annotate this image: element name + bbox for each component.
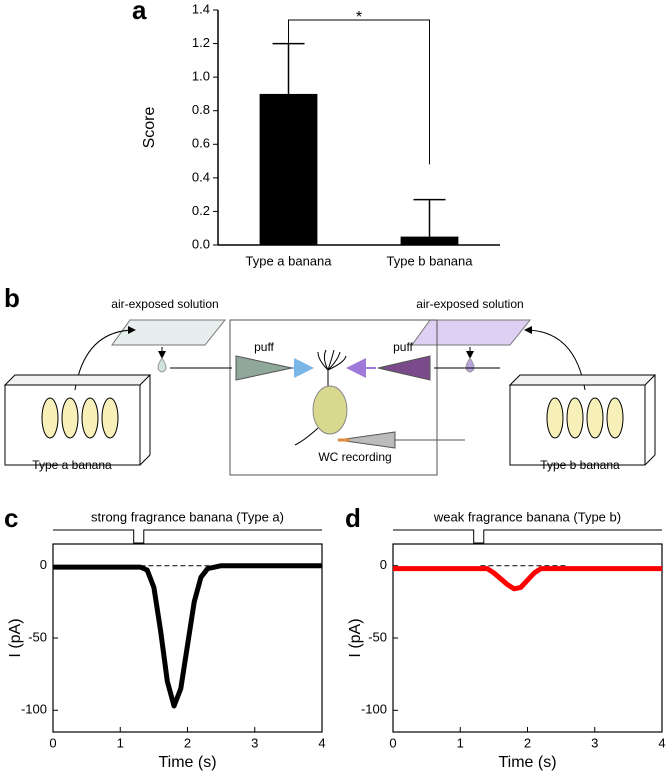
diagram-label: puff — [393, 340, 413, 354]
x-tick-label: 2 — [524, 735, 531, 750]
box — [509, 384, 646, 466]
frame — [229, 319, 438, 476]
y-tick-label: 1.4 — [192, 1, 210, 16]
x-tick-label: 4 — [658, 735, 665, 750]
stimulus — [393, 529, 662, 544]
diagram-label: air-exposed solution — [111, 297, 218, 311]
y-tick-label: -50 — [368, 629, 387, 644]
y-axis-label: I (pA) — [347, 618, 364, 657]
y-tick-label: -100 — [21, 702, 47, 717]
y-tick-label: -50 — [28, 629, 47, 644]
y-tick-label: 1.0 — [192, 69, 210, 84]
soma — [312, 385, 348, 435]
y-tick-label: 0.8 — [192, 102, 210, 117]
axon — [294, 427, 319, 446]
x-tick-label: 2 — [184, 735, 191, 750]
y-tick-label: 0.6 — [192, 136, 210, 151]
y-tick-label: 0.4 — [192, 169, 210, 184]
significance-bracket — [288, 19, 430, 165]
y-tick-label: 0.0 — [192, 236, 210, 251]
panel-label: d — [345, 503, 361, 533]
x-axis-label: Time (s) — [158, 754, 216, 771]
panel-label: b — [4, 283, 20, 313]
chart-title: weak fragrance banana (Type b) — [433, 509, 621, 524]
plate — [411, 319, 532, 346]
diagram — [3, 319, 657, 476]
significance: * — [356, 9, 362, 26]
x-tick-label: 1 — [457, 735, 464, 750]
box-top — [3, 374, 152, 386]
x-tick-label: 0 — [389, 735, 396, 750]
x-tick-label: Type a banana — [245, 253, 332, 268]
y-axis-label: I (pA) — [7, 618, 24, 657]
dendrites — [317, 349, 347, 395]
box — [4, 384, 141, 466]
diagram-label: Type b banana — [540, 458, 620, 472]
diagram-label: air-exposed solution — [416, 297, 523, 311]
y-tick-label: 1.2 — [192, 35, 210, 50]
diagram-label: Type a banana — [32, 458, 112, 472]
y-tick-label: 0.2 — [192, 203, 210, 218]
pipette — [377, 355, 431, 381]
x-axis-label: Time (s) — [498, 754, 556, 771]
trace — [393, 566, 662, 592]
diagram-label: puff — [254, 340, 274, 354]
plot-frame — [392, 543, 663, 733]
box-top — [508, 374, 657, 386]
diagram-label: WC recording — [318, 450, 391, 464]
y-tick-label: 0 — [40, 557, 47, 572]
droplet — [465, 357, 475, 373]
chart-title: strong fragrance banana (Type a) — [91, 509, 284, 524]
plate — [111, 319, 227, 346]
trace — [53, 563, 322, 709]
x-tick-label: 3 — [591, 735, 598, 750]
stimulus — [53, 529, 322, 544]
bar — [259, 93, 318, 245]
x-tick-label: 1 — [117, 735, 124, 750]
y-tick-label: 0 — [380, 557, 387, 572]
x-tick-label: Type b banana — [386, 253, 473, 268]
pipette — [235, 355, 293, 381]
panel-label: c — [4, 503, 18, 533]
x-tick-label: 4 — [318, 735, 325, 750]
x-tick-label: 0 — [49, 735, 56, 750]
bar — [400, 236, 459, 245]
x-tick-label: 3 — [251, 735, 258, 750]
y-axis-label: Score — [141, 107, 158, 149]
panel-label: a — [132, 0, 147, 25]
y-tick-label: -100 — [361, 702, 387, 717]
droplet — [157, 357, 167, 373]
